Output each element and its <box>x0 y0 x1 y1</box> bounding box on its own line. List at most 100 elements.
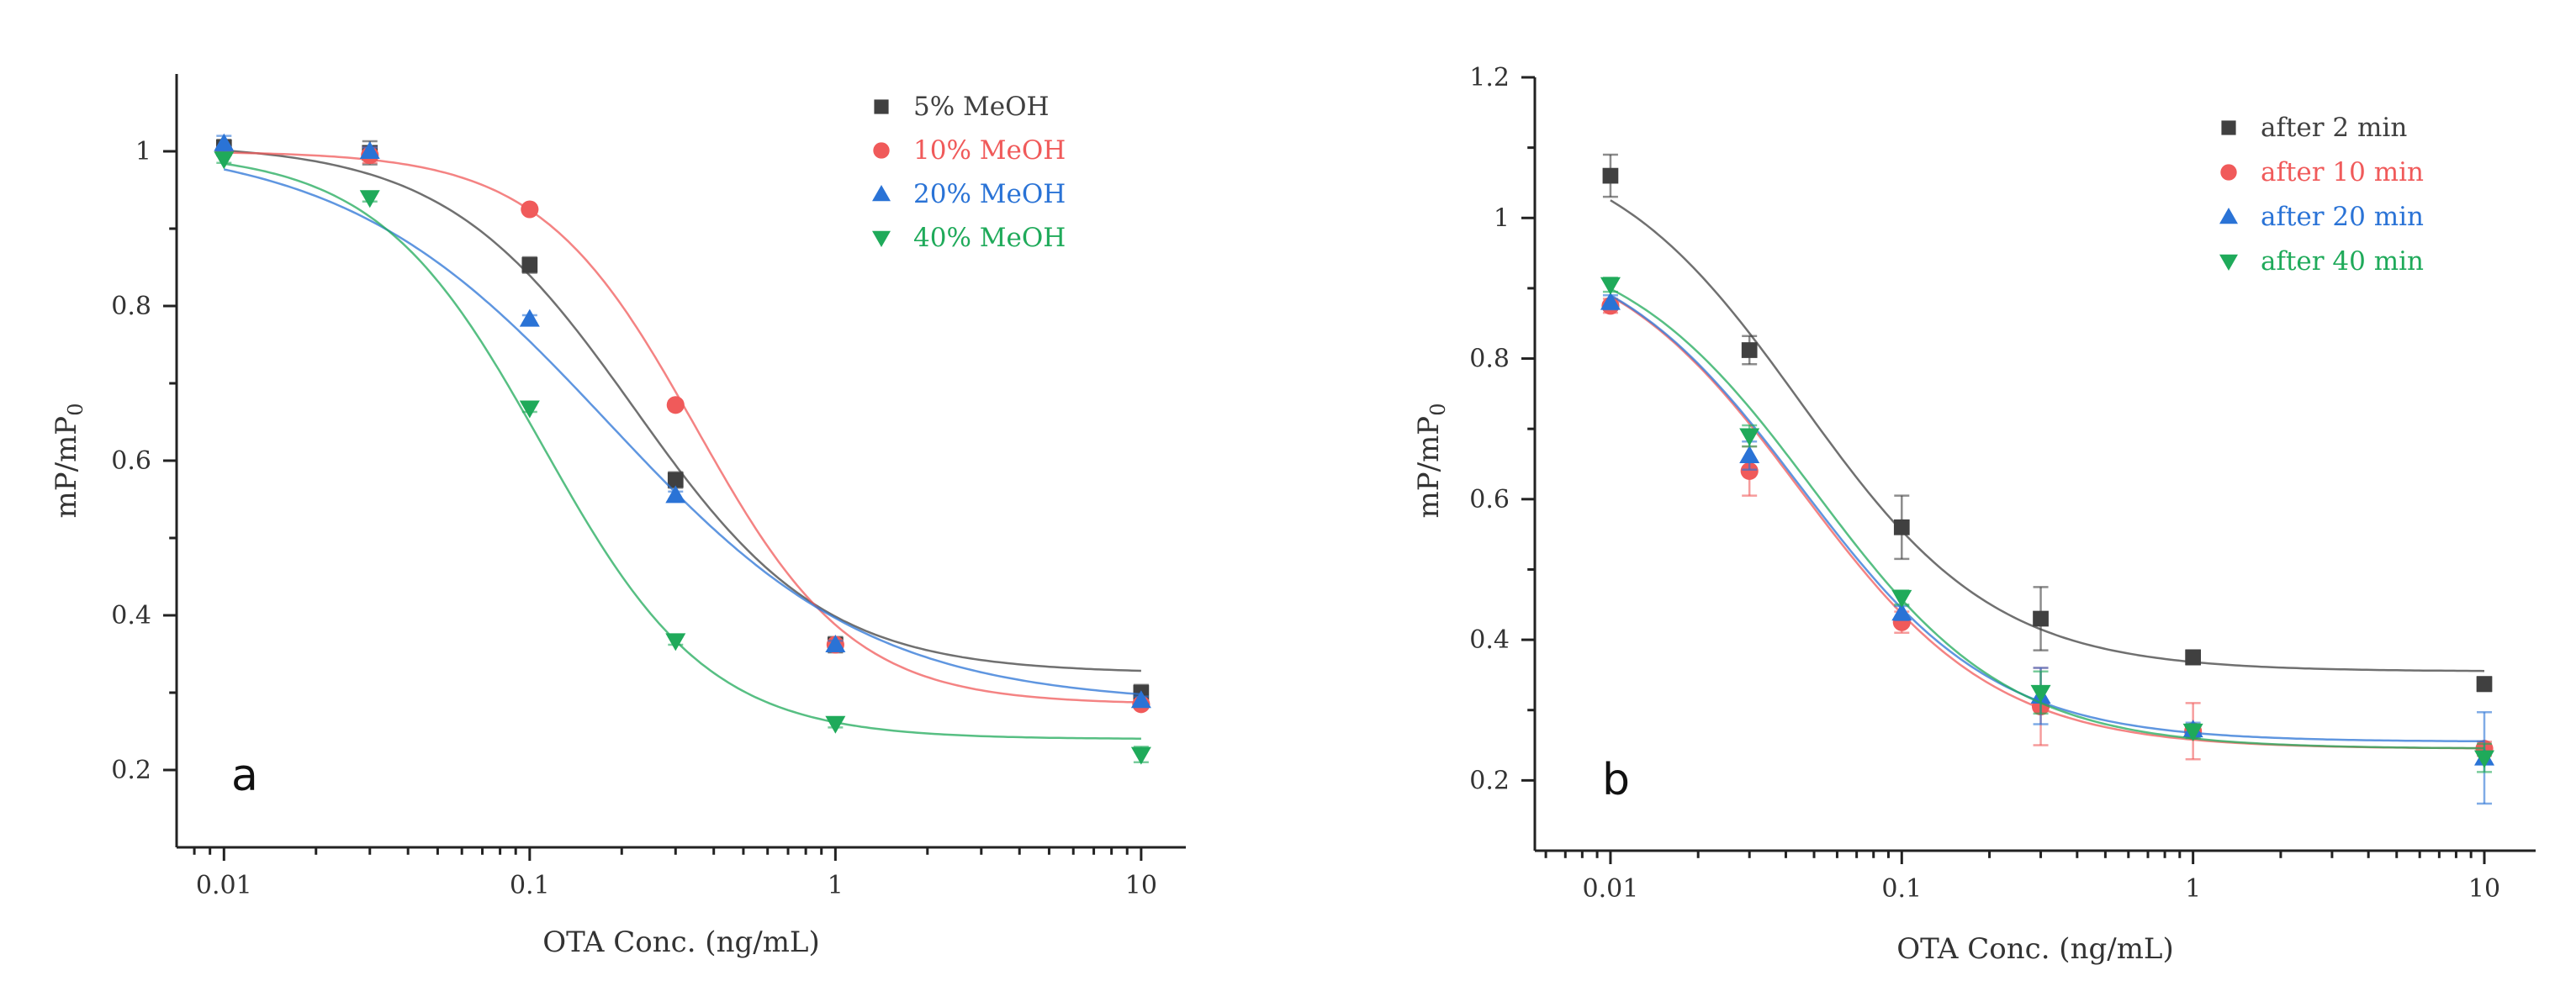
fit-curve-a-4 <box>224 162 1141 740</box>
data-point <box>521 256 538 273</box>
legend-item-a-2: 10% MeOH <box>873 135 1066 166</box>
fit-curve-b-4 <box>1610 287 2484 750</box>
data-point <box>214 151 235 170</box>
plot-area-b <box>1600 153 2495 805</box>
legend-label: after 10 min <box>2261 157 2424 187</box>
legend-marker <box>873 142 890 159</box>
x-tick-label-a: 0.01 <box>196 871 252 900</box>
data-point <box>825 715 846 734</box>
legend-a: 5% MeOH 10% MeOH 20% MeOH 40% MeOH <box>872 92 1066 253</box>
legend-b: after 2 min after 10 min after 20 min after… <box>2219 113 2424 277</box>
legend-label: after 2 min <box>2261 113 2407 143</box>
data-point <box>519 400 540 419</box>
y-axis-title-main-a: mP/mP <box>50 416 83 519</box>
x-axis-title-a: OTA Conc. (ng/mL) <box>542 926 820 959</box>
y-tick-label-b: 0.8 <box>1469 345 1510 374</box>
y-axis-title-a: mP/mP0 <box>50 403 87 519</box>
data-point <box>1740 461 1759 480</box>
chart-panel-a: 0.01 0.1 1 10 0.2 0.4 0.6 0.8 1 OTA Conc. (ng/m… <box>50 74 1186 959</box>
data-point <box>2030 684 2051 703</box>
legend-label: after 20 min <box>2261 202 2424 232</box>
y-tick-label-a: 0.4 <box>111 601 151 630</box>
x-tick-label-a: 0.1 <box>510 871 550 900</box>
data-point <box>2033 610 2049 627</box>
x-ticks-a: 0.01 0.1 1 10 <box>193 847 1157 900</box>
legend-label: 40% MeOH <box>913 223 1066 253</box>
x-tick-label-b: 1 <box>2185 874 2201 904</box>
y-axis-title-subscript-b: 0 <box>1426 403 1450 416</box>
data-point <box>1600 292 1621 310</box>
data-point <box>214 133 235 151</box>
data-point <box>665 485 686 504</box>
data-point <box>2476 676 2493 693</box>
y-tick-label-a: 0.8 <box>111 292 151 321</box>
chart-panel-b: 0.01 0.1 1 10 0.2 0.4 0.6 0.8 1 1.2 OTA Conc. (n… <box>1412 63 2536 966</box>
y-tick-label-b: 0.4 <box>1469 625 1510 655</box>
y-tick-label-a: 0.2 <box>111 756 151 785</box>
y-ticks-a: 0.2 0.4 0.6 0.8 1 <box>111 137 177 785</box>
y-tick-label-b: 0.2 <box>1469 766 1510 795</box>
data-point <box>519 309 540 327</box>
x-ticks-b: 0.01 0.1 1 10 <box>1544 851 2500 904</box>
series-b-3 <box>1600 292 2495 805</box>
y-tick-label-b: 1 <box>1494 203 1510 233</box>
fit-curve-b-1 <box>1610 199 2485 672</box>
x-tick-label-b: 10 <box>2468 874 2500 904</box>
legend-marker <box>2219 208 2238 224</box>
legend-label: 5% MeOH <box>913 92 1050 122</box>
x-tick-label-b: 0.01 <box>1583 874 1639 904</box>
data-point <box>665 633 686 651</box>
data-point <box>1600 277 1621 295</box>
data-point <box>521 200 539 219</box>
legend-marker <box>2220 164 2237 181</box>
data-point <box>667 472 684 488</box>
y-tick-label-a: 1 <box>135 137 151 166</box>
data-point <box>359 190 380 208</box>
data-point <box>1130 746 1151 765</box>
legend-marker <box>872 230 891 247</box>
legend-marker <box>874 99 889 114</box>
legend-item-a-1: 5% MeOH <box>874 92 1050 122</box>
fit-curve-b-2 <box>1610 295 2484 750</box>
data-point <box>666 396 685 414</box>
legend-item-b-3: after 20 min <box>2219 202 2424 232</box>
data-point <box>1741 342 1758 358</box>
data-point <box>1130 690 1151 709</box>
legend-item-b-4: after 40 min <box>2219 246 2424 277</box>
y-ticks-b: 0.2 0.4 0.6 0.8 1 1.2 <box>1469 63 1535 795</box>
legend-label: 20% MeOH <box>913 179 1066 209</box>
legend-label: 10% MeOH <box>913 135 1066 166</box>
series-b-1 <box>1602 153 2493 693</box>
x-axis-title-b: OTA Conc. (ng/mL) <box>1896 932 2174 966</box>
data-point <box>1739 445 1760 463</box>
legend-item-b-1: after 2 min <box>2221 113 2407 143</box>
data-point <box>1739 428 1760 446</box>
legend-item-b-2: after 10 min <box>2220 157 2424 187</box>
series-a-4 <box>214 151 1151 765</box>
legend-marker <box>2221 120 2236 135</box>
data-point <box>825 634 846 652</box>
y-axis-title-subscript-a: 0 <box>64 403 87 416</box>
x-tick-label-a: 1 <box>828 871 844 900</box>
legend-item-a-3: 20% MeOH <box>872 179 1066 209</box>
plot-area-a <box>214 133 1151 765</box>
data-point <box>2474 750 2495 768</box>
series-a-3 <box>214 133 1151 709</box>
x-tick-label-a: 10 <box>1125 871 1157 900</box>
x-tick-label-b: 0.1 <box>1881 874 1922 904</box>
legend-label: after 40 min <box>2261 246 2424 277</box>
data-point <box>1891 603 1912 621</box>
data-point <box>2185 649 2202 666</box>
y-axis-title-main-b: mP/mP <box>1412 416 1446 519</box>
y-tick-label-a: 0.6 <box>111 446 151 476</box>
data-point <box>2182 723 2203 741</box>
legend-marker <box>872 185 891 202</box>
panel-label-a: a <box>231 751 258 801</box>
legend-marker <box>2219 254 2238 271</box>
y-tick-label-b: 1.2 <box>1469 63 1510 92</box>
y-axis-title-b: mP/mP0 <box>1412 403 1450 519</box>
series-b-4 <box>1600 277 2495 773</box>
axes-b <box>1533 77 2536 852</box>
data-point <box>1893 519 1910 535</box>
